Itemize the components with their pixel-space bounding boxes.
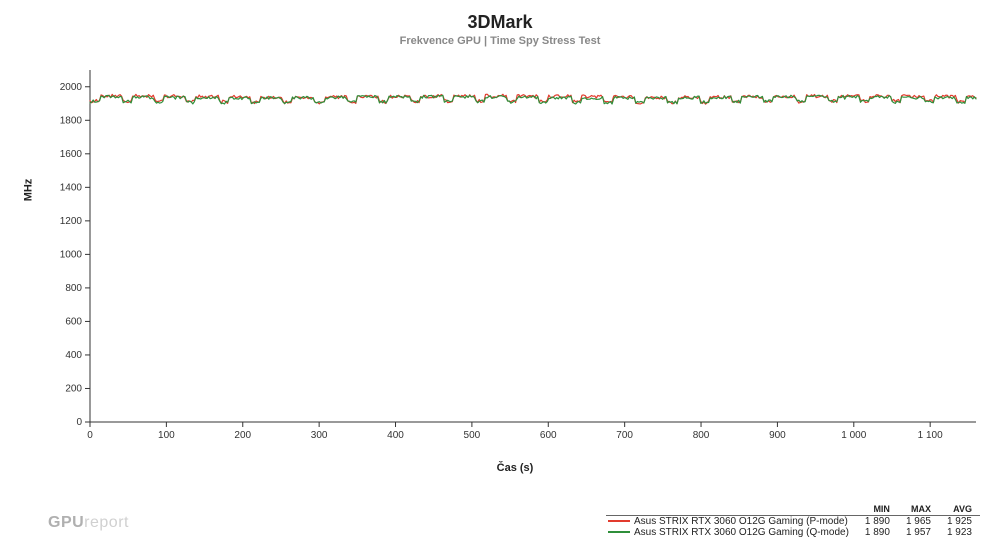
svg-text:300: 300 (311, 430, 328, 441)
legend-min: 1 890 (857, 527, 898, 538)
legend-series-name: Asus STRIX RTX 3060 O12G Gaming (P-mode) (606, 516, 857, 528)
legend-header-min: MIN (857, 504, 898, 516)
footer-logo-part1: GPU (48, 514, 84, 531)
footer-logo-part2: report (84, 514, 129, 531)
svg-text:1 100: 1 100 (918, 430, 943, 441)
svg-text:900: 900 (769, 430, 786, 441)
svg-text:200: 200 (234, 430, 251, 441)
legend-table: MIN MAX AVG Asus STRIX RTX 3060 O12G Gam… (606, 504, 980, 538)
svg-text:800: 800 (65, 283, 82, 294)
svg-text:400: 400 (65, 350, 82, 361)
legend-avg: 1 925 (939, 516, 980, 528)
legend-header-avg: AVG (939, 504, 980, 516)
y-axis-label: MHz (22, 179, 34, 202)
x-axis-label: Čas (s) (50, 462, 980, 474)
svg-text:1200: 1200 (60, 216, 83, 227)
chart-plot-area: 0 200 400 600 800 1000 1200 1400 1600 1800 2000 0 10… (50, 66, 980, 446)
svg-text:800: 800 (693, 430, 710, 441)
legend-row: Asus STRIX RTX 3060 O12G Gaming (P-mode)… (606, 516, 980, 528)
y-axis-label-wrap: MHz (18, 0, 38, 380)
svg-text:2000: 2000 (60, 82, 83, 93)
chart-svg: 0 200 400 600 800 1000 1200 1400 1600 1800 2000 0 10… (50, 66, 980, 446)
chart-title: 3DMark (0, 0, 1000, 33)
svg-text:200: 200 (65, 383, 82, 394)
svg-text:400: 400 (387, 430, 404, 441)
svg-text:500: 500 (464, 430, 481, 441)
legend-max: 1 957 (898, 527, 939, 538)
svg-text:1800: 1800 (60, 115, 83, 126)
legend-swatch (608, 531, 630, 533)
legend-series-label: Asus STRIX RTX 3060 O12G Gaming (Q-mode) (634, 527, 849, 538)
svg-text:100: 100 (158, 430, 175, 441)
legend-row: Asus STRIX RTX 3060 O12G Gaming (Q-mode)… (606, 527, 980, 538)
svg-text:600: 600 (65, 316, 82, 327)
svg-text:1000: 1000 (60, 249, 83, 260)
svg-text:700: 700 (616, 430, 633, 441)
legend-min: 1 890 (857, 516, 898, 528)
svg-text:600: 600 (540, 430, 557, 441)
legend-avg: 1 923 (939, 527, 980, 538)
legend-series-name: Asus STRIX RTX 3060 O12G Gaming (Q-mode) (606, 527, 857, 538)
svg-text:0: 0 (87, 430, 93, 441)
legend-series-label: Asus STRIX RTX 3060 O12G Gaming (P-mode) (634, 516, 848, 527)
chart-container: 3DMark Frekvence GPU | Time Spy Stress T… (0, 0, 1000, 550)
svg-text:1400: 1400 (60, 182, 83, 193)
legend-swatch (608, 520, 630, 522)
chart-subtitle: Frekvence GPU | Time Spy Stress Test (0, 35, 1000, 47)
svg-text:1 000: 1 000 (841, 430, 866, 441)
legend-header-max: MAX (898, 504, 939, 516)
legend-header-blank (606, 504, 857, 516)
svg-text:0: 0 (76, 417, 82, 428)
footer-logo: GPUreport (48, 514, 129, 532)
legend-table-block: MIN MAX AVG Asus STRIX RTX 3060 O12G Gam… (606, 504, 980, 538)
legend-max: 1 965 (898, 516, 939, 528)
svg-text:1600: 1600 (60, 149, 83, 160)
